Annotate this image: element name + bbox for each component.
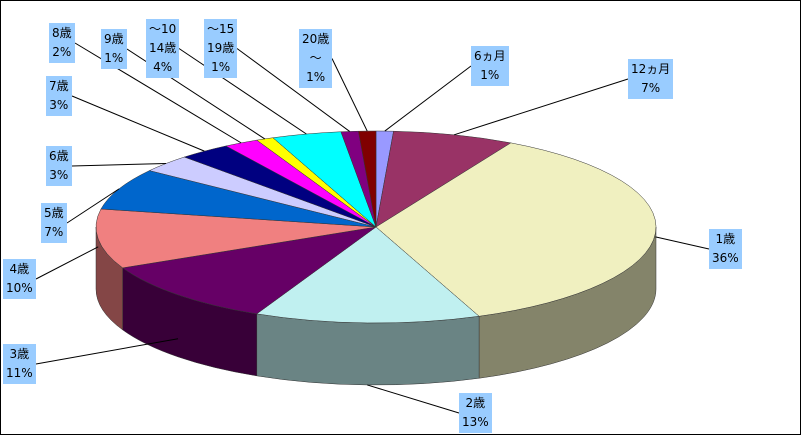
label-category: 20歳 ～ — [302, 32, 330, 65]
leader-line — [71, 163, 166, 167]
label-category: 3歳 — [9, 347, 30, 361]
label-value: 7% — [641, 81, 661, 95]
data-label: 8歳 2% — [49, 23, 75, 63]
label-category: 2歳 — [465, 396, 486, 410]
data-label: ～15 19歳 1% — [204, 19, 238, 78]
data-label: 9歳 1% — [101, 29, 127, 69]
label-category: 5歳 — [44, 206, 64, 220]
label-value: 7% — [44, 225, 64, 239]
slice-side — [256, 313, 480, 386]
leader-line — [453, 78, 629, 136]
label-category: 12ヵ月 — [631, 62, 671, 76]
label-value: 2% — [52, 45, 72, 59]
label-value: 1% — [104, 51, 124, 65]
leader-line — [178, 48, 307, 135]
data-label: 2歳 13% — [459, 393, 492, 433]
label-value: 1% — [306, 70, 326, 84]
leader-line — [35, 338, 179, 365]
slice — [256, 226, 480, 324]
data-label: 12ヵ月 7% — [628, 59, 674, 99]
data-label: ～10 14歳 4% — [146, 19, 180, 78]
label-category: 6歳 — [49, 149, 69, 163]
label-category: ～15 19歳 — [207, 22, 235, 55]
label-value: 3% — [49, 168, 69, 182]
label-value: 1% — [211, 60, 231, 74]
leader-line — [35, 246, 99, 280]
leader-line — [655, 236, 710, 250]
label-category: 9歳 — [104, 32, 124, 46]
label-category: ～10 14歳 — [149, 22, 177, 55]
leader-line — [367, 384, 460, 414]
label-value: 4% — [153, 60, 173, 74]
slice — [375, 142, 657, 317]
label-value: 11% — [6, 366, 33, 380]
label-value: 10% — [6, 281, 33, 295]
data-label: 6歳 3% — [46, 146, 72, 186]
leader-line — [71, 95, 205, 152]
slice — [100, 170, 377, 228]
label-value: 3% — [49, 98, 69, 112]
label-value: 36% — [712, 251, 739, 265]
label-value: 13% — [462, 415, 489, 429]
slice — [122, 226, 377, 315]
leader-line — [331, 58, 368, 132]
data-label: 4歳 10% — [3, 259, 36, 299]
label-category: 1歳 — [715, 232, 736, 246]
data-label: 3歳 11% — [3, 344, 36, 384]
label-value: 1% — [480, 68, 500, 82]
leader-line — [66, 188, 120, 224]
label-category: 8歳 — [52, 26, 72, 40]
data-label: 5歳 7% — [41, 203, 67, 243]
label-category: 6ヵ月 — [474, 49, 506, 63]
data-label: 1歳 36% — [709, 229, 742, 269]
data-label: 20歳 ～ 1% — [299, 29, 333, 88]
data-label: 7歳 3% — [46, 76, 72, 116]
label-category: 4歳 — [9, 262, 30, 276]
leader-line — [384, 65, 472, 132]
data-label: 6ヵ月 1% — [471, 46, 509, 86]
slice — [95, 208, 377, 269]
label-category: 7歳 — [49, 79, 69, 93]
leader-line — [236, 48, 350, 132]
slice — [375, 130, 512, 228]
